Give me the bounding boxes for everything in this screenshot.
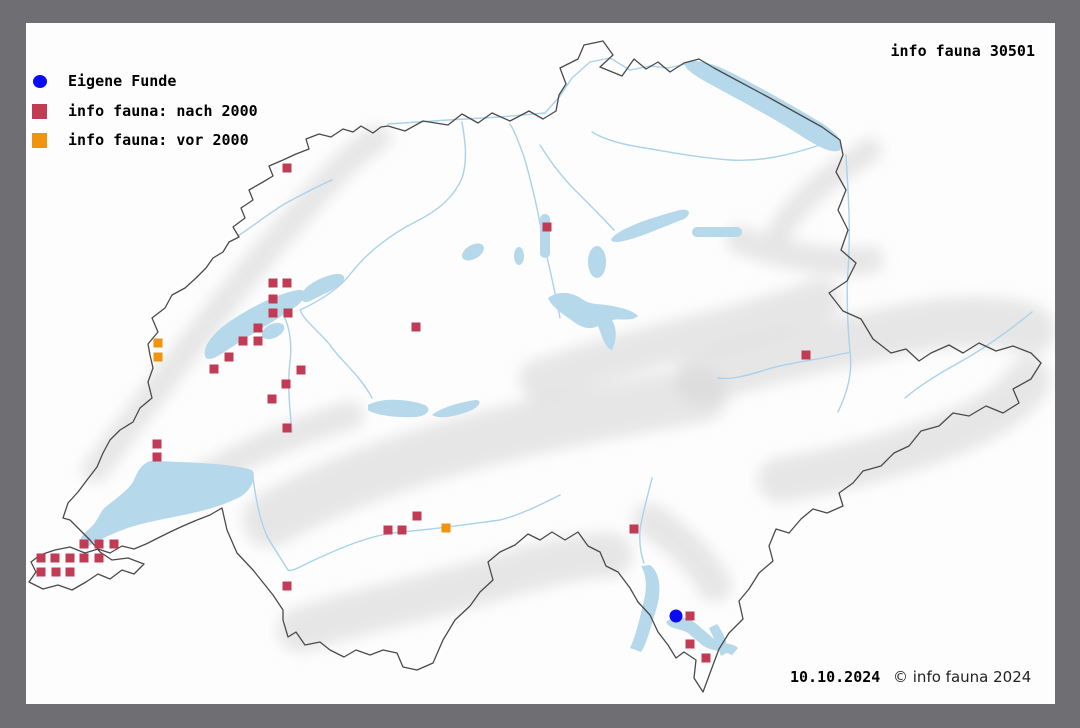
observation-square-nach-2000 bbox=[283, 308, 293, 318]
observation-square-nach-2000 bbox=[36, 553, 46, 563]
observation-square-nach-2000 bbox=[253, 323, 263, 333]
observation-square-nach-2000 bbox=[685, 611, 695, 621]
map-title: info fauna 30501 bbox=[890, 42, 1036, 60]
observation-square-nach-2000 bbox=[411, 322, 421, 332]
lake-baldegg bbox=[514, 247, 524, 265]
lake-geneva bbox=[79, 461, 254, 549]
observation-square-vor-2000 bbox=[153, 338, 163, 348]
river-ticino bbox=[639, 477, 653, 564]
map-date: 10.10.2024 bbox=[790, 668, 881, 686]
lake-hallwil bbox=[540, 214, 550, 258]
switzerland-map bbox=[28, 40, 1055, 693]
observation-square-nach-2000 bbox=[268, 278, 278, 288]
relief-shading bbox=[82, 125, 1055, 653]
observation-square-nach-2000 bbox=[36, 567, 46, 577]
legend-marker-vor-2000-icon bbox=[32, 133, 47, 148]
observation-square-nach-2000 bbox=[282, 423, 292, 433]
lake-murten bbox=[261, 322, 285, 340]
river-limmat bbox=[539, 144, 615, 231]
observation-square-nach-2000 bbox=[94, 539, 104, 549]
observation-square-nach-2000 bbox=[267, 394, 277, 404]
legend-label-vor-2000: info fauna: vor 2000 bbox=[68, 131, 249, 149]
observation-dot-eigene-funde bbox=[669, 609, 683, 623]
observation-square-nach-2000 bbox=[152, 452, 162, 462]
river-rhine-north bbox=[387, 57, 687, 125]
observation-square-nach-2000 bbox=[296, 365, 306, 375]
observation-square-nach-2000 bbox=[542, 222, 552, 232]
river-rhine-alpine bbox=[845, 154, 851, 353]
observation-square-nach-2000 bbox=[65, 567, 75, 577]
river-thur bbox=[591, 131, 821, 162]
observation-square-nach-2000 bbox=[281, 379, 291, 389]
lake-thun bbox=[368, 399, 429, 418]
lake-zug bbox=[588, 246, 606, 278]
lakes bbox=[79, 60, 842, 656]
lake-lucerne bbox=[548, 292, 638, 350]
lake-zurich bbox=[611, 209, 689, 242]
observation-square-nach-2000 bbox=[253, 336, 263, 346]
observation-square-nach-2000 bbox=[383, 525, 393, 535]
river-hinterrhein bbox=[837, 351, 852, 413]
river-rhone bbox=[252, 477, 561, 572]
observation-square-nach-2000 bbox=[282, 163, 292, 173]
rivers bbox=[237, 57, 1033, 572]
lake-sempach bbox=[462, 243, 484, 261]
observation-square-nach-2000 bbox=[79, 539, 89, 549]
observation-square-nach-2000 bbox=[268, 294, 278, 304]
observation-square-nach-2000 bbox=[79, 553, 89, 563]
river-doubs bbox=[237, 179, 333, 237]
observation-square-nach-2000 bbox=[51, 567, 61, 577]
lake-brienz bbox=[432, 400, 480, 418]
legend-label-nach-2000: info fauna: nach 2000 bbox=[68, 102, 258, 120]
observation-square-vor-2000 bbox=[441, 523, 451, 533]
observation-square-vor-2000 bbox=[153, 352, 163, 362]
observation-square-nach-2000 bbox=[685, 639, 695, 649]
observation-square-nach-2000 bbox=[224, 352, 234, 362]
legend-label-eigene-funde: Eigene Funde bbox=[68, 72, 177, 90]
observation-square-nach-2000 bbox=[629, 524, 639, 534]
observation-square-nach-2000 bbox=[701, 653, 711, 663]
river-vorderrhein bbox=[717, 351, 851, 380]
observation-square-nach-2000 bbox=[109, 539, 119, 549]
observation-square-nach-2000 bbox=[282, 581, 292, 591]
observation-square-nach-2000 bbox=[412, 511, 422, 521]
observation-square-nach-2000 bbox=[801, 350, 811, 360]
lake-biel bbox=[301, 274, 345, 303]
observation-square-nach-2000 bbox=[50, 553, 60, 563]
river-reuss bbox=[509, 123, 561, 319]
observation-square-nach-2000 bbox=[268, 308, 278, 318]
copyright-notice: © info fauna 2024 bbox=[893, 668, 1032, 686]
observation-square-nach-2000 bbox=[152, 439, 162, 449]
observation-square-nach-2000 bbox=[65, 553, 75, 563]
lake-constance bbox=[684, 60, 842, 152]
river-inn bbox=[904, 311, 1033, 399]
observation-square-nach-2000 bbox=[209, 364, 219, 374]
river-aare bbox=[299, 121, 467, 399]
observation-square-nach-2000 bbox=[397, 525, 407, 535]
river-sarine bbox=[284, 317, 293, 433]
lake-walen bbox=[692, 227, 742, 237]
observation-square-nach-2000 bbox=[282, 278, 292, 288]
legend-marker-eigene-funde-icon bbox=[33, 75, 47, 88]
observation-markers bbox=[36, 163, 811, 663]
observation-square-nach-2000 bbox=[238, 336, 248, 346]
legend-marker-nach-2000-icon bbox=[32, 104, 47, 119]
observation-square-nach-2000 bbox=[94, 553, 104, 563]
switzerland-border bbox=[28, 40, 1042, 693]
